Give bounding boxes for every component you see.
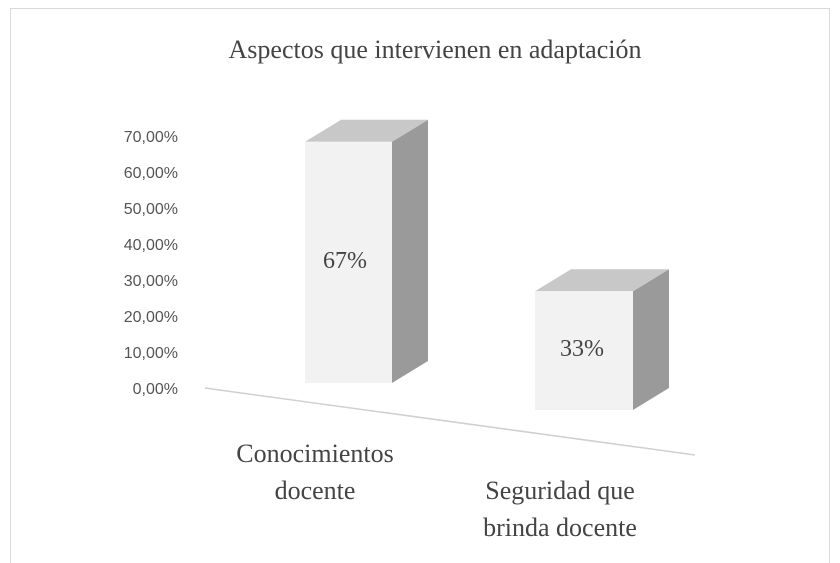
bar (535, 291, 633, 410)
bar-side (633, 269, 669, 410)
bar-top (305, 119, 428, 142)
y-tick-label: 20,00% (124, 309, 178, 326)
data-label: 33% (560, 336, 604, 362)
data-label: 67% (323, 248, 367, 274)
chart-title: Aspectos que intervienen en adaptación (229, 35, 642, 64)
bar-top (535, 269, 669, 292)
x-tick-label: Seguridad que brinda docente (483, 476, 637, 542)
y-tick-label: 60,00% (124, 165, 178, 182)
bar (305, 141, 392, 383)
y-tick-label: 0,00% (133, 381, 178, 398)
y-tick-label: 40,00% (124, 237, 178, 254)
y-tick-label: 70,00% (124, 129, 178, 146)
x-tick-label: Conocimientos docente (236, 439, 394, 505)
bar-side (392, 119, 428, 384)
chart-border (10, 8, 830, 563)
y-tick-label: 10,00% (124, 345, 178, 362)
y-tick-label: 30,00% (124, 273, 178, 290)
floor-line (204, 387, 696, 456)
y-tick-label: 50,00% (124, 201, 178, 218)
